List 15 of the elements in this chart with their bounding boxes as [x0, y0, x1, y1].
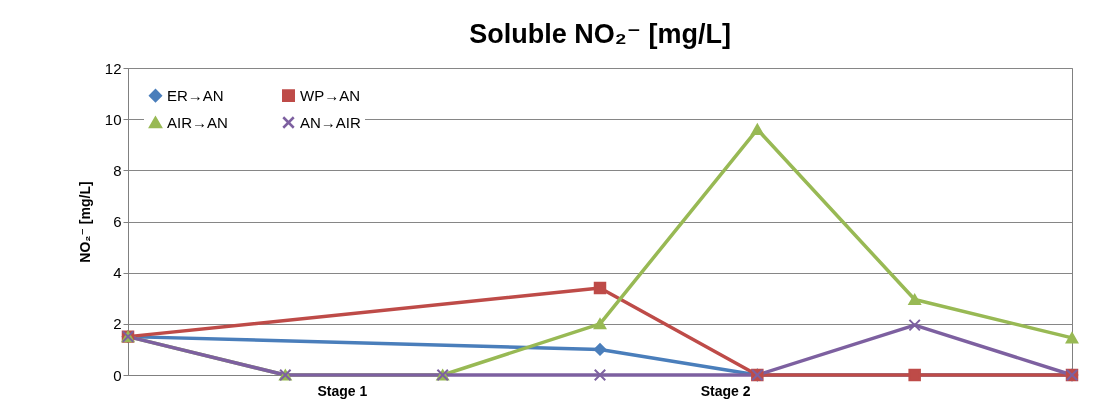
y-axis-title: NO₂⁻ [mg/L] [76, 181, 93, 263]
chart-title: Soluble NO₂⁻ [mg/L] [469, 19, 731, 49]
y-tick-label: 4 [113, 264, 122, 282]
legend-label: WP→AN [300, 86, 360, 104]
y-tick-label: 2 [113, 315, 122, 333]
text: Stage 2 [700, 383, 751, 399]
y-tick-label: 12 [104, 59, 122, 77]
legend-label: ER→AN [167, 86, 224, 104]
y-tick-label: 0 [113, 366, 122, 384]
y-tick-label: 8 [113, 161, 122, 179]
legend-label: AN→AIR [300, 113, 362, 131]
y-tick-label: 6 [113, 213, 122, 230]
y-tick-label: 10 [104, 110, 122, 128]
legend-label: AIR→AN [167, 113, 228, 131]
text: Stage 1 [317, 383, 368, 399]
